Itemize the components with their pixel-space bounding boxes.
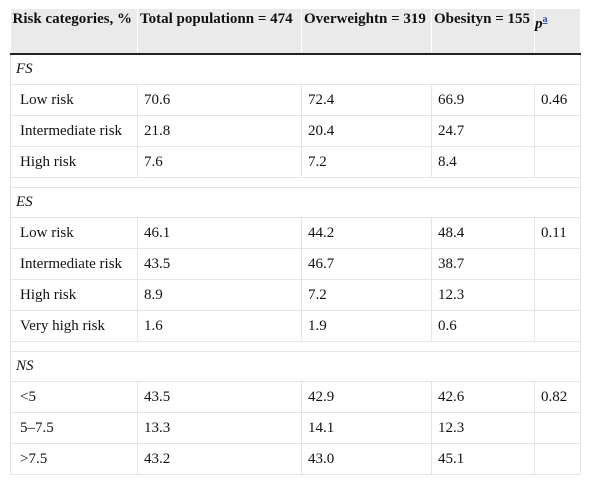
cell-category: High risk	[10, 146, 138, 178]
cell-p	[534, 310, 581, 342]
section-spacer	[10, 177, 581, 188]
cell-category: Intermediate risk	[10, 115, 138, 147]
header-total-population: Total populationn = 474	[137, 9, 302, 55]
cell-category: High risk	[10, 279, 138, 311]
table-row: <5 43.5 42.9 42.6 0.82	[10, 381, 581, 413]
cell-overweight: 43.0	[301, 443, 432, 475]
cell-p: 0.46	[534, 84, 581, 116]
footnote-a-link[interactable]: a	[542, 14, 548, 25]
cell-total: 46.1	[137, 217, 302, 249]
cell-p	[534, 248, 581, 280]
cell-total: 43.5	[137, 381, 302, 413]
section-title: NS	[10, 351, 581, 382]
cell-overweight: 42.9	[301, 381, 432, 413]
cell-category: Very high risk	[10, 310, 138, 342]
cell-total: 70.6	[137, 84, 302, 116]
cell-obesity: 42.6	[431, 381, 535, 413]
header-obesity: Obesityn = 155	[431, 9, 535, 55]
cell-total: 13.3	[137, 412, 302, 444]
spacer-cell	[10, 341, 581, 352]
cell-category: Low risk	[10, 217, 138, 249]
cell-total: 43.5	[137, 248, 302, 280]
table-header-row: Risk categories, % Total populationn = 4…	[10, 9, 581, 55]
table-body: FS Low risk 70.6 72.4 66.9 0.46 Intermediate r…	[10, 53, 581, 475]
cell-p	[534, 146, 581, 178]
table-row: 5–7.5 13.3 14.1 12.3	[10, 412, 581, 444]
p-label: p	[535, 16, 543, 32]
section-title: ES	[10, 187, 581, 218]
cell-total: 8.9	[137, 279, 302, 311]
cell-total: 21.8	[137, 115, 302, 147]
cell-category: <5	[10, 381, 138, 413]
table-row: Very high risk 1.6 1.9 0.6	[10, 310, 581, 342]
table-row: Low risk 46.1 44.2 48.4 0.11	[10, 217, 581, 249]
cell-obesity: 12.3	[431, 412, 535, 444]
cell-overweight: 20.4	[301, 115, 432, 147]
table-row: High risk 8.9 7.2 12.3	[10, 279, 581, 311]
table-row: >7.5 43.2 43.0 45.1	[10, 443, 581, 475]
cell-overweight: 46.7	[301, 248, 432, 280]
cell-obesity: 45.1	[431, 443, 535, 475]
section-title: FS	[10, 53, 581, 85]
cell-category: >7.5	[10, 443, 138, 475]
header-risk-categories: Risk categories, %	[10, 9, 138, 55]
cell-p: 0.82	[534, 381, 581, 413]
cell-p	[534, 412, 581, 444]
cell-p	[534, 115, 581, 147]
cell-total: 1.6	[137, 310, 302, 342]
cell-category: 5–7.5	[10, 412, 138, 444]
cell-category: Intermediate risk	[10, 248, 138, 280]
cell-total: 43.2	[137, 443, 302, 475]
cell-obesity: 66.9	[431, 84, 535, 116]
cell-obesity: 8.4	[431, 146, 535, 178]
table-row: High risk 7.6 7.2 8.4	[10, 146, 581, 178]
cell-overweight: 72.4	[301, 84, 432, 116]
table-row: Low risk 70.6 72.4 66.9 0.46	[10, 84, 581, 116]
spacer-cell	[10, 177, 581, 188]
cell-obesity: 48.4	[431, 217, 535, 249]
section-spacer	[10, 341, 581, 352]
cell-p	[534, 279, 581, 311]
cell-p	[534, 443, 581, 475]
risk-categories-table: Risk categories, % Total populationn = 4…	[10, 9, 581, 475]
header-overweight: Overweightn = 319	[301, 9, 432, 55]
cell-p: 0.11	[534, 217, 581, 249]
cell-overweight: 1.9	[301, 310, 432, 342]
cell-obesity: 24.7	[431, 115, 535, 147]
header-p-value: pa	[534, 9, 581, 55]
cell-category: Low risk	[10, 84, 138, 116]
cell-overweight: 14.1	[301, 412, 432, 444]
section-header-row: FS	[10, 53, 581, 85]
cell-obesity: 12.3	[431, 279, 535, 311]
section-header-row: ES	[10, 187, 581, 218]
table-row: Intermediate risk 21.8 20.4 24.7	[10, 115, 581, 147]
cell-overweight: 44.2	[301, 217, 432, 249]
cell-obesity: 0.6	[431, 310, 535, 342]
table-row: Intermediate risk 43.5 46.7 38.7	[10, 248, 581, 280]
cell-total: 7.6	[137, 146, 302, 178]
cell-overweight: 7.2	[301, 279, 432, 311]
cell-obesity: 38.7	[431, 248, 535, 280]
cell-overweight: 7.2	[301, 146, 432, 178]
section-header-row: NS	[10, 351, 581, 382]
